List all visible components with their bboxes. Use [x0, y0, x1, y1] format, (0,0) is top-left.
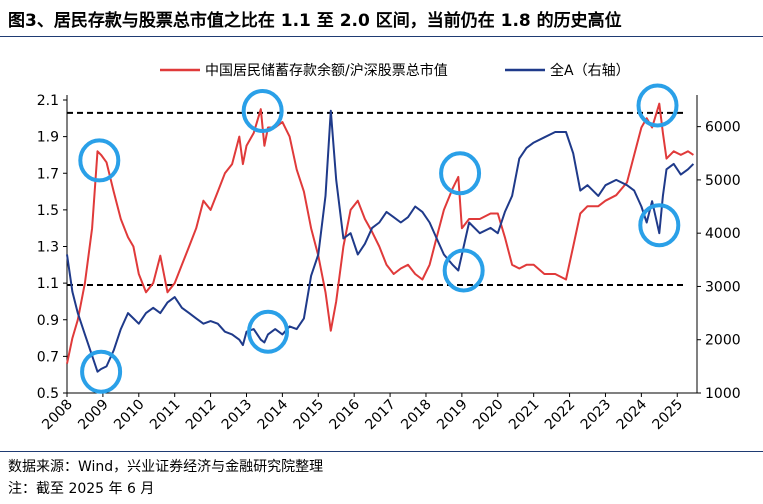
x-tick-label: 2013 [219, 397, 256, 434]
x-tick-label: 2010 [111, 397, 148, 434]
x-tick-label: 2011 [147, 397, 184, 434]
x-tick-label: 2019 [434, 397, 471, 434]
ratio-series-line [66, 102, 694, 364]
highlight-circle [439, 151, 482, 196]
left-tick-label: 2.1 [37, 93, 59, 109]
legend: 中国居民储蓄存款余额/沪深股票总市值 全A（右轴） [160, 62, 630, 79]
left-tick-label: 0.5 [37, 386, 59, 402]
x-tick-label: 2009 [75, 397, 112, 434]
left-tick-label: 1.7 [37, 166, 59, 182]
legend-index-label: 全A（右轴） [550, 62, 630, 79]
left-tick-label: 0.7 [37, 349, 59, 365]
x-tick-label: 2017 [362, 397, 399, 434]
title-rule [0, 36, 763, 37]
series-lines [66, 102, 695, 373]
highlight-circle [636, 83, 679, 128]
highlight-circles [78, 83, 681, 394]
left-tick-label: 1.1 [37, 276, 59, 292]
x-tick-label: 2021 [506, 397, 543, 434]
legend-ratio-label: 中国居民储蓄存款余额/沪深股票总市值 [205, 62, 448, 79]
right-tick-label: 2000 [705, 333, 741, 349]
x-tick-label: 2024 [614, 396, 651, 433]
x-tick-label: 2018 [398, 397, 435, 434]
highlight-circle [80, 349, 123, 394]
left-tick-label: 0.9 [37, 313, 59, 329]
date-note: 注：截至 2025 年 6 月 [8, 481, 155, 497]
left-tick-label: 1.3 [37, 240, 59, 256]
x-tick-label: 2014 [255, 396, 292, 433]
highlight-circle [442, 248, 485, 293]
right-tick-label: 5000 [705, 173, 741, 189]
x-tick-label: 2022 [542, 397, 579, 434]
right-tick-label: 1000 [705, 386, 741, 402]
right-tick-label: 6000 [705, 120, 741, 136]
x-tick-label: 2016 [326, 396, 363, 433]
highlight-circle [638, 203, 681, 248]
reference-lines [67, 111, 687, 286]
right-tick-label: 3000 [705, 279, 741, 295]
left-tick-label: 1.5 [37, 203, 59, 219]
right-tick-label: 4000 [705, 226, 741, 242]
x-tick-label: 2012 [183, 397, 220, 434]
highlight-circle [247, 309, 290, 354]
chart-title: 图3、居民存款与股票总市值之比在 1.1 至 2.0 区间，当前仍在 1.8 的… [8, 11, 622, 31]
x-tick-label: 2015 [291, 397, 328, 434]
index-series-line [66, 109, 695, 373]
axes: 0.5 0.7 0.9 1.1 1.3 1.5 1.7 1.9 2.1 1000 2000 3000 4… [37, 93, 741, 433]
highlight-circle [241, 88, 284, 133]
x-tick-label: 2023 [578, 397, 615, 434]
x-tick-label: 2025 [650, 397, 687, 434]
left-tick-label: 1.9 [37, 130, 59, 146]
source-note: 数据来源：Wind，兴业证券经济与金融研究院整理 [8, 459, 324, 475]
highlight-circle [78, 138, 121, 183]
footer-rule [0, 451, 763, 452]
x-tick-label: 2020 [470, 397, 507, 434]
